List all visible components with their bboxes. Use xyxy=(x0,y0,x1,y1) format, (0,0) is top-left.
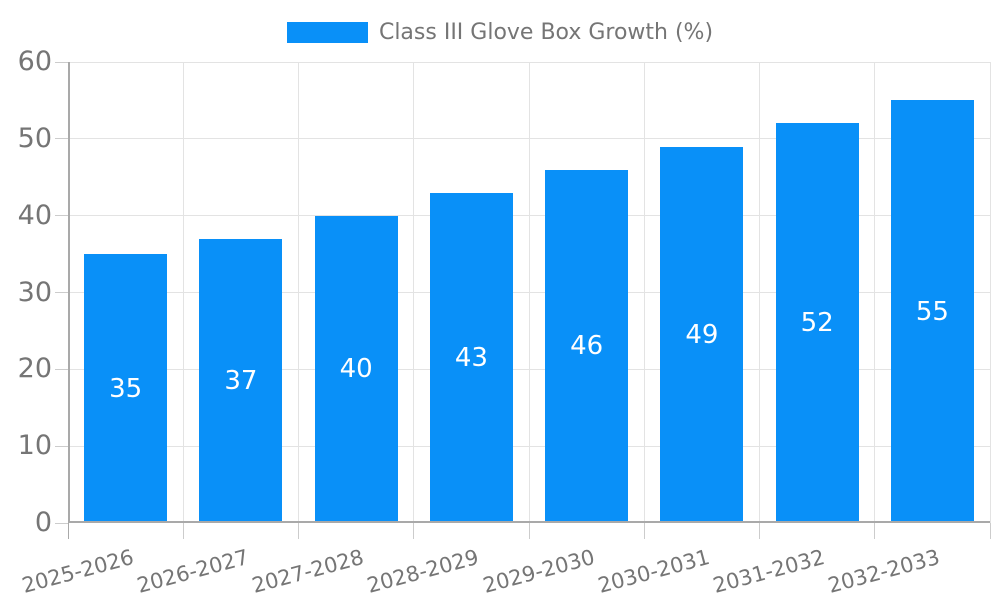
y-axis-tick xyxy=(55,368,68,370)
y-axis-tick xyxy=(55,138,68,140)
x-axis-tick xyxy=(413,523,415,539)
gridline-vertical xyxy=(413,62,415,523)
x-axis-tick xyxy=(298,523,299,539)
bar-value-label: 46 xyxy=(570,331,604,362)
x-axis-tick xyxy=(528,523,530,539)
x-axis-tick xyxy=(989,523,991,539)
gridline-vertical xyxy=(182,62,184,523)
legend-swatch xyxy=(286,22,368,43)
y-axis-tick xyxy=(55,61,68,63)
y-axis-tick-label: 0 xyxy=(34,507,52,538)
bar-value-label: 40 xyxy=(339,354,373,385)
bar-2026-2027: 37 xyxy=(199,238,283,523)
bar-2029-2030: 46 xyxy=(545,169,629,523)
gridline-vertical xyxy=(528,62,530,523)
bar-2031-2032: 52 xyxy=(775,123,859,523)
y-axis-tick xyxy=(55,445,68,447)
bar-value-label: 43 xyxy=(454,342,488,373)
bar-2030-2031: 49 xyxy=(660,146,744,523)
y-axis-tick-label: 10 xyxy=(17,430,52,462)
gridline-vertical xyxy=(989,62,991,523)
plot-area: 0 10 20 30 40 50 60 35 37 40 43 46 49 52 55 2025-2026 20… xyxy=(18,48,991,598)
y-axis-tick-label: 60 xyxy=(17,46,52,77)
gridline-vertical xyxy=(643,62,645,523)
bar-value-label: 52 xyxy=(800,308,834,339)
legend-item[interactable]: Class III Glove Box Growth (%) xyxy=(286,20,714,45)
x-axis-tick xyxy=(874,523,876,539)
y-axis-tick xyxy=(55,292,68,293)
bar-value-label: 37 xyxy=(224,365,258,396)
bar-value-label: 35 xyxy=(109,373,143,404)
gridline-vertical xyxy=(298,62,299,523)
legend: Class III Glove Box Growth (%) xyxy=(0,20,1000,45)
y-axis-tick-label: 30 xyxy=(17,276,52,308)
x-axis-line xyxy=(68,521,990,523)
bar-2027-2028: 40 xyxy=(314,215,398,523)
y-axis-tick xyxy=(55,215,68,217)
bar-2025-2026: 35 xyxy=(84,254,168,523)
y-axis-tick-label: 40 xyxy=(17,199,52,231)
legend-label: Class III Glove Box Growth (%) xyxy=(378,20,714,45)
x-axis-tick xyxy=(182,523,184,539)
x-axis-tick xyxy=(68,523,69,539)
y-axis-tick-label: 50 xyxy=(17,122,52,154)
bar-value-label: 55 xyxy=(915,296,949,327)
bar-value-label: 49 xyxy=(685,319,719,350)
x-axis-tick xyxy=(759,523,760,539)
x-axis-tick xyxy=(643,523,645,539)
y-axis-tick-label: 20 xyxy=(17,353,52,385)
gridline-vertical xyxy=(759,62,760,523)
bar-2028-2029: 43 xyxy=(429,192,513,523)
y-axis-tick xyxy=(55,522,68,524)
y-axis-line xyxy=(68,62,70,523)
bar-2032-2033: 55 xyxy=(890,100,974,523)
gridline-vertical xyxy=(874,62,876,523)
